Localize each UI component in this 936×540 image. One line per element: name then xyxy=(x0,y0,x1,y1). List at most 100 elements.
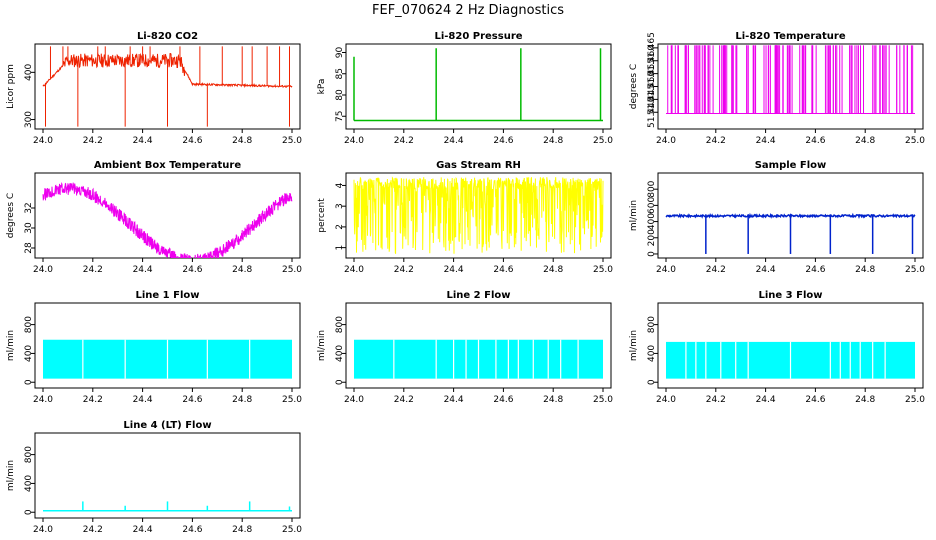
li-820-temperature-ytick-label: 51.450 xyxy=(647,70,657,102)
line-3-flow-xtick-label: 24.2 xyxy=(706,395,726,405)
li-820-pressure-ytick-label: 85 xyxy=(335,68,345,79)
line-2-flow-title: Line 2 Flow xyxy=(447,290,511,301)
panel-sample-flow: Sample Flow 24.0 24.2 24.4 24.6 24.8 25.0 0 2004… xyxy=(629,160,925,275)
li-820-pressure-ylabel: kPa xyxy=(317,79,327,95)
li-820-temperature-xtick-label: 24.2 xyxy=(706,136,726,146)
ambient-box-temperature-ylabel: degrees C xyxy=(6,193,16,238)
sample-flow-ytick-label: 200 xyxy=(647,229,657,246)
line-3-flow-xtick-label: 24.6 xyxy=(805,395,825,405)
line-2-flow-xtick-label: 24.4 xyxy=(444,395,464,405)
line-4-lt-flow-ytick-label: 0 xyxy=(24,509,34,515)
li-820-co2-ytick-label: 400 xyxy=(24,63,34,80)
li-820-temperature-xtick-label: 24.4 xyxy=(756,136,776,146)
ambient-box-temperature-xtick-label: 24.4 xyxy=(133,265,153,275)
sample-flow-ytick-label: 800 xyxy=(647,180,657,197)
sample-flow-xtick-label: 24.6 xyxy=(805,265,825,275)
gas-stream-rh-ytick-label: 3 xyxy=(335,203,345,209)
line-4-lt-flow-title: Line 4 (LT) Flow xyxy=(123,420,211,431)
line-2-flow-ylabel: ml/min xyxy=(317,330,327,361)
line-4-lt-flow-xtick-label: 25.0 xyxy=(282,525,302,535)
panel-line-2-flow: Line 2 Flow 24.0 24.2 24.4 24.6 24.8 25.0 0 400 8… xyxy=(317,290,613,405)
panel-li-820-pressure: Li-820 Pressure 24.0 24.2 24.4 24.6 24.8 25.0 7… xyxy=(317,31,613,146)
gas-stream-rh-ytick-label: 4 xyxy=(335,182,345,188)
line-1-flow-ylabel: ml/min xyxy=(6,330,16,361)
line-3-flow-ytick-label: 800 xyxy=(647,316,657,333)
ambient-box-temperature-xtick-label: 25.0 xyxy=(282,265,302,275)
sample-flow-ytick-label: 0 xyxy=(647,251,657,257)
li-820-temperature-ylabel: degrees C xyxy=(629,64,639,109)
panel-line-3-flow: Line 3 Flow 24.0 24.2 24.4 24.6 24.8 25.0 0 400 8… xyxy=(629,290,925,405)
li-820-co2-series xyxy=(42,46,293,127)
sample-flow-ytick-label: 400 xyxy=(647,213,657,230)
gas-stream-rh-xtick-label: 24.4 xyxy=(444,265,464,275)
li-820-pressure-xtick-label: 24.8 xyxy=(543,136,563,146)
li-820-pressure-title: Li-820 Pressure xyxy=(434,31,522,42)
line-2-flow-ytick-label: 0 xyxy=(335,379,345,385)
sample-flow-xtick-label: 24.0 xyxy=(656,265,676,275)
sample-flow-title: Sample Flow xyxy=(755,160,827,171)
line-3-flow-title: Line 3 Flow xyxy=(759,290,823,301)
line-2-flow-ytick-label: 400 xyxy=(335,345,345,362)
panel-li-820-co2: Li-820 CO2 24.0 24.2 24.4 24.6 24.8 25.0 300 400… xyxy=(6,31,302,146)
line-3-flow-xtick-label: 24.8 xyxy=(855,395,875,405)
line-1-flow-frame xyxy=(34,302,301,389)
gas-stream-rh-xtick-label: 24.6 xyxy=(493,265,513,275)
line-1-flow-xtick-label: 24.6 xyxy=(182,395,202,405)
line-2-flow-xtick-label: 24.6 xyxy=(493,395,513,405)
ambient-box-temperature-xtick-label: 24.6 xyxy=(182,265,202,275)
ambient-box-temperature-xtick-label: 24.0 xyxy=(33,265,53,275)
ambient-box-temperature-title: Ambient Box Temperature xyxy=(94,160,241,171)
li-820-pressure-xtick-label: 25.0 xyxy=(593,136,613,146)
line-1-flow-xtick-label: 24.4 xyxy=(133,395,153,405)
li-820-pressure-frame xyxy=(345,43,612,130)
line-2-flow-xtick-label: 25.0 xyxy=(593,395,613,405)
sample-flow-xtick-label: 24.8 xyxy=(855,265,875,275)
line-2-flow-xtick-label: 24.0 xyxy=(344,395,364,405)
line-3-flow-ytick-label: 400 xyxy=(647,345,657,362)
sample-flow-xtick-label: 24.2 xyxy=(706,265,726,275)
li-820-pressure-xtick-label: 24.4 xyxy=(444,136,464,146)
li-820-temperature-series xyxy=(666,45,915,115)
li-820-co2-ylabel: Licor ppm xyxy=(6,64,16,109)
panel-line-4-lt-flow: Line 4 (LT) Flow 24.0 24.2 24.4 24.6 24.8 25.0… xyxy=(6,420,302,535)
ambient-box-temperature-series xyxy=(42,182,293,258)
line-3-flow-xtick-label: 24.0 xyxy=(656,395,676,405)
li-820-pressure-ytick-label: 75 xyxy=(335,111,345,122)
line-4-lt-flow-xtick-label: 24.8 xyxy=(232,525,252,535)
li-820-temperature-xtick-label: 24.0 xyxy=(656,136,676,146)
line-1-flow-ytick-label: 400 xyxy=(24,345,34,362)
ambient-box-temperature-ytick-label: 30 xyxy=(24,222,34,234)
line-4-lt-flow-xtick-label: 24.0 xyxy=(33,525,53,535)
line-3-flow-frame xyxy=(657,302,924,389)
li-820-temperature-xtick-label: 24.6 xyxy=(805,136,825,146)
panel-li-820-temperature: Li-820 Temperature 24.0 24.2 24.4 24.6 24.8 25… xyxy=(629,31,925,146)
li-820-temperature-title: Li-820 Temperature xyxy=(735,31,845,42)
line-2-flow-frame xyxy=(345,302,612,389)
panel-gas-stream-rh: Gas Stream RH 24.0 24.2 24.4 24.6 24.8 25.0 1 2 3… xyxy=(317,160,613,275)
li-820-co2-frame xyxy=(34,43,301,130)
line-4-lt-flow-series xyxy=(43,501,292,512)
li-820-temperature-ytick-label: 51.460 xyxy=(647,45,657,77)
gas-stream-rh-ytick-label: 1 xyxy=(335,245,345,251)
sample-flow-ytick-label: 600 xyxy=(647,197,657,214)
gas-stream-rh-xtick-label: 24.2 xyxy=(394,265,414,275)
gas-stream-rh-series xyxy=(353,176,604,254)
line-4-lt-flow-ytick-label: 800 xyxy=(24,446,34,463)
line-1-flow-ytick-label: 800 xyxy=(24,316,34,333)
gas-stream-rh-ylabel: percent xyxy=(317,198,327,233)
line-1-flow-ytick-label: 0 xyxy=(24,379,34,385)
li-820-pressure-ytick-label: 90 xyxy=(335,47,345,59)
gas-stream-rh-xtick-label: 24.0 xyxy=(344,265,364,275)
line-3-flow-xtick-label: 25.0 xyxy=(905,395,925,405)
ambient-box-temperature-ytick-label: 32 xyxy=(24,202,34,213)
li-820-co2-xtick-label: 24.2 xyxy=(83,136,103,146)
line-2-flow-ytick-label: 800 xyxy=(335,316,345,333)
line-4-lt-flow-xtick-label: 24.4 xyxy=(133,525,153,535)
li-820-co2-xtick-label: 24.0 xyxy=(33,136,53,146)
li-820-temperature-ytick-label: 51.445 xyxy=(647,84,657,116)
li-820-pressure-ytick-label: 80 xyxy=(335,89,345,101)
line-2-flow-xtick-label: 24.2 xyxy=(394,395,414,405)
li-820-temperature-ytick-label: 51.465 xyxy=(647,32,657,64)
li-820-co2-xtick-label: 24.8 xyxy=(232,136,252,146)
